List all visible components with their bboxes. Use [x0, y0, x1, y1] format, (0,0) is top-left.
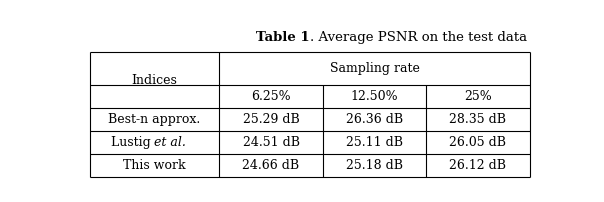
Text: Sampling rate: Sampling rate [330, 62, 419, 75]
Text: 26.36 dB: 26.36 dB [346, 113, 403, 126]
Text: 6.25%: 6.25% [251, 90, 291, 103]
Text: et al.: et al. [155, 136, 186, 149]
Text: 24.66 dB: 24.66 dB [242, 159, 300, 172]
Text: 24.51 dB: 24.51 dB [243, 136, 300, 149]
Text: 26.05 dB: 26.05 dB [449, 136, 506, 149]
Text: Lustig: Lustig [111, 136, 155, 149]
Text: 28.35 dB: 28.35 dB [449, 113, 506, 126]
Text: This work: This work [123, 159, 186, 172]
Text: 12.50%: 12.50% [351, 90, 398, 103]
Text: 25%: 25% [464, 90, 492, 103]
Text: Best-n approx.: Best-n approx. [108, 113, 201, 126]
Text: . Average PSNR on the test data: . Average PSNR on the test data [310, 31, 527, 44]
Text: 26.12 dB: 26.12 dB [449, 159, 506, 172]
Text: Indices: Indices [132, 74, 178, 87]
Text: 25.29 dB: 25.29 dB [243, 113, 300, 126]
Text: 25.11 dB: 25.11 dB [346, 136, 403, 149]
Text: Table 1: Table 1 [256, 31, 310, 44]
Text: 25.18 dB: 25.18 dB [346, 159, 403, 172]
